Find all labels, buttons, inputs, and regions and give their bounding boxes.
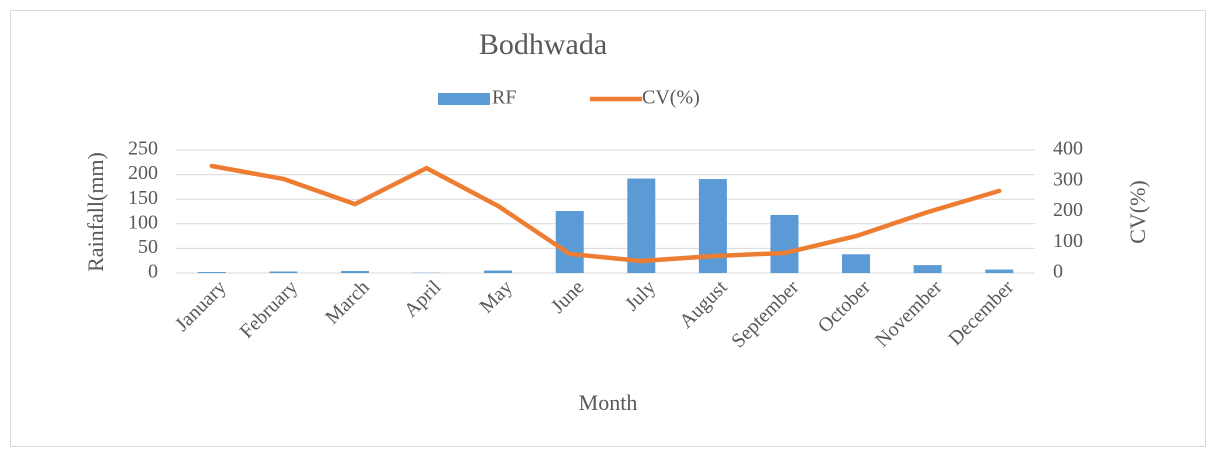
y-tick-label: 50 <box>138 236 158 258</box>
bar <box>770 214 799 273</box>
bar <box>985 269 1014 273</box>
bar <box>197 272 226 273</box>
x-axis-label: Month <box>579 390 638 415</box>
bar <box>555 211 584 273</box>
y-tick-label: 200 <box>128 162 158 184</box>
legend-label: RF <box>492 87 516 109</box>
y2-tick-label: 0 <box>1053 261 1063 283</box>
legend-label: CV(%) <box>642 87 700 109</box>
y-tick-label: 100 <box>128 211 158 233</box>
bar <box>484 270 513 273</box>
y-tick-label: 250 <box>128 138 158 160</box>
y2-tick-label: 300 <box>1053 168 1083 190</box>
y2-axis-label: CV(%) <box>1125 180 1150 244</box>
y2-tick-label: 100 <box>1053 230 1083 252</box>
bar <box>269 271 298 273</box>
bar <box>913 265 942 273</box>
y-tick-label: 150 <box>128 187 158 209</box>
y-tick-label: 0 <box>148 261 158 283</box>
y2-tick-label: 400 <box>1053 138 1083 160</box>
bar <box>627 178 656 273</box>
line <box>209 163 1002 264</box>
bar <box>340 271 369 273</box>
bar <box>842 254 871 273</box>
legend-swatch <box>438 93 490 105</box>
y2-tick-label: 200 <box>1053 199 1083 221</box>
chart-border <box>10 10 1206 447</box>
y-axis-label: Rainfall(mm) <box>83 152 108 272</box>
chart-title: Bodhwada <box>479 28 607 61</box>
